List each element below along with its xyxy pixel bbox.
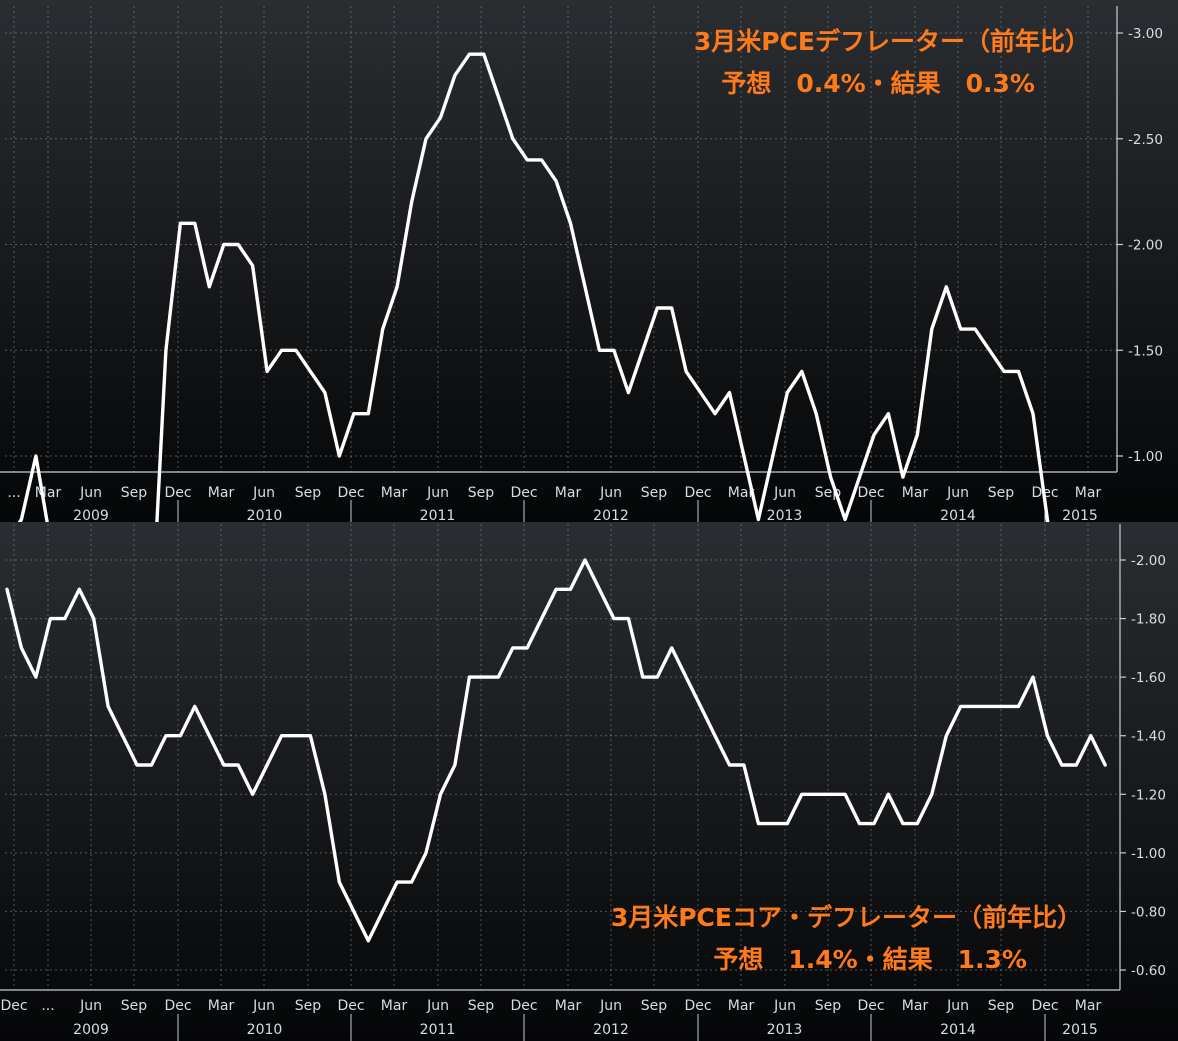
- x-month-label: Dec: [684, 485, 711, 501]
- x-year-label: 2010: [247, 1022, 283, 1038]
- x-month-label: Jun: [252, 998, 275, 1014]
- x-month-label: ...: [41, 998, 54, 1014]
- x-month-label: Jun: [79, 998, 102, 1014]
- y-tick-label: -1.60: [1131, 670, 1166, 686]
- y-tick-label: -1.00: [1128, 449, 1163, 465]
- y-tick-label: -0.60: [1131, 963, 1166, 979]
- series-line: [5, 558, 1107, 943]
- x-month-label: Sep: [295, 485, 322, 501]
- x-month-label: Mar: [208, 485, 235, 501]
- x-month-label: Jun: [599, 998, 622, 1014]
- x-month-label: Sep: [988, 998, 1015, 1014]
- x-month-label: ...: [7, 485, 20, 501]
- x-month-label: Mar: [381, 485, 408, 501]
- x-month-label: Mar: [208, 998, 235, 1014]
- x-year-label: 2011: [420, 508, 456, 522]
- core-pce-deflator-chart: -2.00 -1.80 -1.60 -1.40 -1.20 -1.00 -0.80 -0.60…: [0, 522, 1178, 1041]
- x-month-label: Mar: [1075, 485, 1102, 501]
- y-tick-label: -3.00: [1128, 26, 1163, 42]
- series-line: [17, 52, 1050, 522]
- x-month-label: Dec: [684, 998, 711, 1014]
- x-year-label: 2015: [1062, 508, 1098, 522]
- x-month-label: Sep: [468, 998, 495, 1014]
- x-month-label: Jun: [599, 485, 622, 501]
- y-tick-label: -1.40: [1131, 729, 1166, 745]
- y-tick-label: -1.20: [1131, 787, 1166, 803]
- x-year-label: 2011: [420, 1022, 456, 1038]
- chart-background: [0, 0, 1178, 522]
- x-month-label: Sep: [815, 998, 842, 1014]
- x-year-label: 2014: [940, 1022, 976, 1038]
- x-month-label: Sep: [641, 998, 668, 1014]
- chart-background: [0, 522, 1178, 1041]
- y-tick-label: -0.80: [1131, 904, 1166, 920]
- y-tick-label: -1.00: [1131, 846, 1166, 862]
- x-month-label: Jun: [79, 485, 102, 501]
- y-tick-label: -1.50: [1128, 343, 1163, 359]
- x-year-label: 2010: [247, 508, 283, 522]
- x-year-label: 2009: [73, 508, 109, 522]
- y-tick-label: -2.00: [1131, 553, 1166, 569]
- x-year-label: 2013: [767, 508, 803, 522]
- x-month-label: Mar: [35, 485, 62, 501]
- x-month-label: Mar: [902, 998, 929, 1014]
- annotation-title: 3月米PCEデフレーター（前年比）: [694, 27, 1090, 56]
- x-month-label: Dec: [337, 485, 364, 501]
- x-year-label: 2012: [593, 508, 629, 522]
- x-year-label: 2013: [767, 1022, 803, 1038]
- x-month-label: Sep: [468, 485, 495, 501]
- x-month-label: Jun: [773, 998, 796, 1014]
- x-month-label: Mar: [1075, 998, 1102, 1014]
- y-tick-label: -2.50: [1128, 132, 1163, 148]
- y-tick-label: -1.80: [1131, 612, 1166, 628]
- annotation-forecast-result: 予想 1.4%・結果 1.3%: [713, 945, 1027, 974]
- x-month-label: Dec: [510, 485, 537, 501]
- x-month-label: Dec: [0, 998, 27, 1014]
- x-month-label: Jun: [426, 998, 449, 1014]
- annotation-forecast-result: 予想 0.4%・結果 0.3%: [721, 69, 1035, 98]
- annotation-title: 3月米PCEコア・デフレーター（前年比）: [611, 903, 1082, 932]
- x-year-label: 2014: [940, 508, 976, 522]
- x-month-label: Mar: [728, 485, 755, 501]
- x-year-label: 2015: [1062, 1022, 1098, 1038]
- x-month-label: Sep: [295, 998, 322, 1014]
- x-month-label: Dec: [1031, 998, 1058, 1014]
- x-month-label: Mar: [555, 998, 582, 1014]
- x-month-label: Dec: [857, 485, 884, 501]
- x-month-label: Jun: [946, 998, 969, 1014]
- x-month-label: Mar: [902, 485, 929, 501]
- x-month-label: Sep: [988, 485, 1015, 501]
- x-month-label: Jun: [773, 485, 796, 501]
- y-tick-label: -2.00: [1128, 238, 1163, 254]
- x-month-label: Mar: [728, 998, 755, 1014]
- x-month-label: Sep: [121, 998, 148, 1014]
- x-month-label: Mar: [555, 485, 582, 501]
- x-month-label: Sep: [641, 485, 668, 501]
- pce-deflator-chart: -3.00-2.50-2.00-1.50-1.00-0.50-0.00--0.5…: [0, 0, 1178, 522]
- x-month-label: Dec: [337, 998, 364, 1014]
- x-month-label: Dec: [164, 485, 191, 501]
- x-month-label: Dec: [857, 998, 884, 1014]
- x-month-label: Jun: [946, 485, 969, 501]
- x-year-label: 2009: [73, 1022, 109, 1038]
- x-month-label: Sep: [121, 485, 148, 501]
- x-month-label: Dec: [510, 998, 537, 1014]
- x-month-label: Jun: [252, 485, 275, 501]
- x-month-label: Jun: [426, 485, 449, 501]
- x-year-label: 2012: [593, 1022, 629, 1038]
- x-month-label: Dec: [164, 998, 191, 1014]
- x-month-label: Mar: [381, 998, 408, 1014]
